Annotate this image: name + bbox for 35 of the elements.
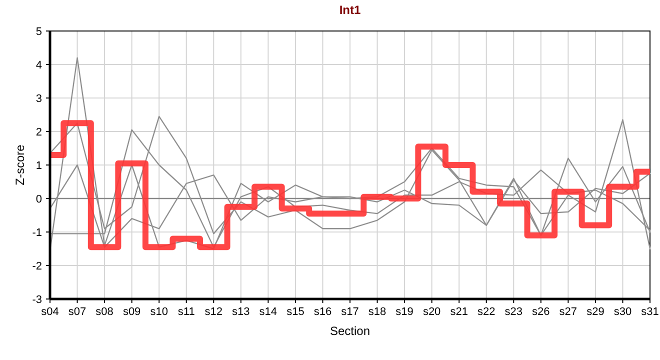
y-tick-label: 3 [36, 92, 42, 105]
y-tick-label: -1 [32, 226, 42, 239]
x-tick-label: s11 [178, 306, 195, 318]
y-tick-label: -2 [32, 260, 42, 272]
x-tick-label: s15 [286, 306, 304, 318]
x-tick-label: s16 [314, 306, 332, 318]
x-tick-label: s21 [450, 306, 468, 318]
y-tick-label: 0 [36, 193, 42, 206]
y-axis-title: Z-score [13, 144, 27, 186]
x-tick-label: s18 [368, 306, 386, 318]
x-tick-label: s19 [396, 306, 414, 318]
x-tick-label: s09 [122, 306, 141, 318]
y-tick-label: 5 [36, 26, 42, 38]
x-tick-label: s31 [641, 306, 659, 318]
x-tick-label: s10 [150, 306, 168, 318]
y-tick-label: 2 [36, 126, 42, 138]
x-tick-label: s17 [341, 306, 359, 318]
x-tick-label: s04 [41, 306, 59, 318]
x-tick-label: s13 [232, 306, 250, 318]
y-tick-label: 1 [36, 160, 42, 172]
x-axis-title: Section [330, 324, 370, 338]
chart-title: Int1 [339, 3, 361, 17]
x-tick-label: s29 [586, 306, 604, 318]
x-tick-label: s22 [477, 306, 496, 318]
x-tick-label: s14 [259, 306, 278, 318]
x-tick-label: s26 [532, 306, 550, 318]
x-tick-label: s30 [614, 306, 632, 318]
y-tick-label: -3 [32, 294, 42, 306]
x-tick-label: s07 [68, 306, 86, 318]
x-tick-label: s08 [96, 306, 114, 318]
x-tick-label: s12 [204, 306, 223, 318]
x-tick-label: s20 [422, 306, 441, 318]
x-tick-label: s27 [559, 306, 578, 318]
x-tick-label: s23 [504, 306, 523, 318]
y-tick-label: 4 [36, 59, 42, 72]
